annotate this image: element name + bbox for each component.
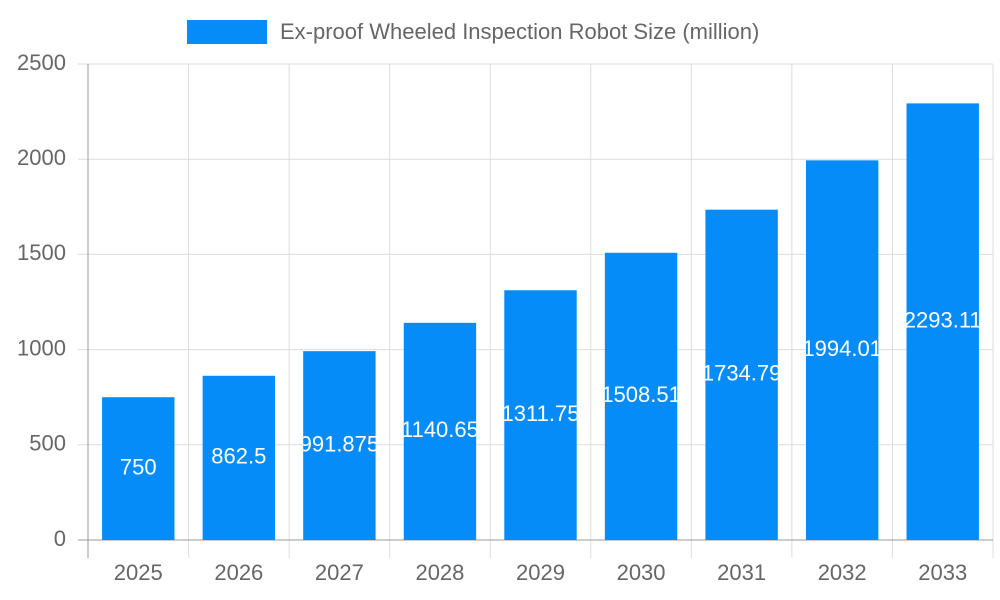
x-tick-label: 2028 — [415, 560, 464, 585]
bar — [906, 103, 979, 541]
y-tick-label: 1500 — [17, 240, 66, 265]
y-tick-label: 2500 — [17, 50, 66, 75]
y-tick-label: 1000 — [17, 335, 66, 360]
y-tick-label: 2000 — [17, 145, 66, 170]
legend-label: Ex-proof Wheeled Inspection Robot Size (… — [280, 19, 759, 44]
value-label: 991.875 — [300, 431, 380, 456]
bar — [504, 290, 577, 540]
y-tick-label: 500 — [29, 431, 66, 456]
x-tick-label: 2033 — [918, 560, 967, 585]
value-label: 1734.79 — [702, 361, 782, 386]
x-tick-label: 2029 — [516, 560, 565, 585]
x-tick-label: 2032 — [818, 560, 867, 585]
bar — [303, 351, 376, 540]
bar — [805, 160, 879, 540]
value-label: 1311.75 — [502, 401, 580, 426]
bar — [705, 209, 778, 540]
x-tick-label: 2031 — [717, 560, 766, 585]
value-label: 1508.51 — [601, 382, 681, 407]
x-tick-label: 2030 — [617, 560, 666, 585]
x-tick-label: 2026 — [214, 560, 263, 585]
x-tick-label: 2025 — [114, 560, 163, 585]
bar — [202, 375, 276, 540]
bar — [403, 322, 477, 540]
x-tick-label: 2027 — [315, 560, 364, 585]
value-label: 1140.65 — [401, 417, 479, 442]
bar — [102, 397, 175, 540]
value-label: 1994.01 — [802, 336, 882, 361]
value-label: 2293.11 — [904, 308, 982, 333]
legend-swatch — [187, 20, 267, 44]
value-label: 750 — [120, 454, 157, 479]
bar — [604, 252, 678, 540]
y-tick-label: 0 — [54, 526, 66, 551]
value-label: 862.5 — [211, 444, 266, 469]
